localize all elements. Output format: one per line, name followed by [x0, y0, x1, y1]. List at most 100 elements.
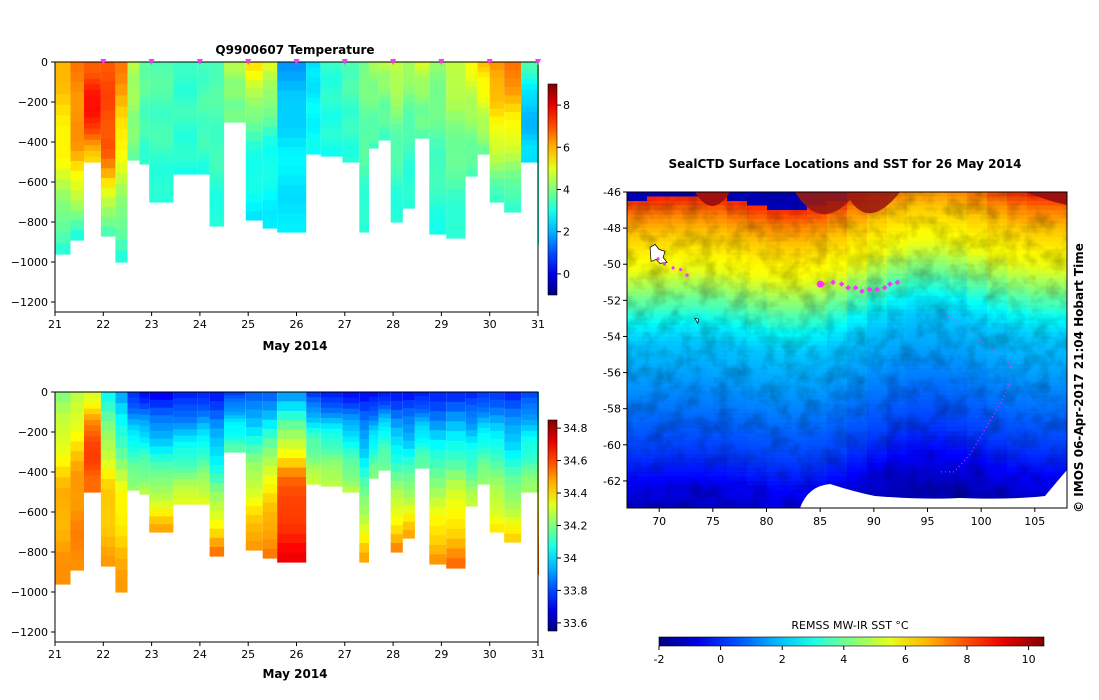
profile-cell	[446, 401, 466, 413]
profile-cell	[521, 112, 538, 119]
profile-cell	[521, 84, 538, 91]
profile-cell	[224, 418, 246, 423]
temperature-y-axis: 0 −200 −400 −600 −800 −1000 −1200	[11, 56, 55, 309]
profile-cell	[100, 450, 116, 461]
profile-cell	[504, 508, 522, 518]
profile-cell	[368, 95, 379, 101]
profile-18	[359, 392, 369, 563]
profile-cell	[378, 122, 391, 128]
profile-cell	[84, 78, 101, 85]
antarctic-land	[800, 470, 1067, 508]
profile-cell	[100, 430, 116, 441]
profile-cell	[149, 500, 174, 510]
profile-cell	[390, 454, 403, 464]
profile-cell	[84, 106, 101, 113]
profile-cell	[368, 109, 379, 116]
profile-cell	[115, 392, 128, 404]
profile-cell	[84, 414, 101, 421]
profile-cell	[342, 117, 360, 124]
profile-cell	[173, 161, 198, 169]
profile-cell	[173, 472, 198, 480]
profile-cell	[245, 114, 263, 125]
profile-cell	[127, 121, 140, 128]
profile-cell	[465, 157, 478, 164]
profile-cell	[446, 140, 466, 151]
profile-cell	[115, 195, 128, 207]
profile-cell	[84, 67, 101, 74]
profile-cell	[465, 119, 478, 126]
profile-cell	[115, 403, 128, 415]
profile-cell	[306, 138, 321, 145]
profile-cell	[127, 397, 140, 404]
profile-cell	[342, 453, 360, 460]
profile-cell	[224, 88, 246, 93]
profile-10	[209, 392, 225, 557]
profile-cell	[359, 194, 369, 205]
imos-timestamp: © IMOS 06-Apr-2017 21:04 Hobart Time	[1072, 243, 1086, 513]
profile-cell	[197, 111, 210, 119]
islands	[649, 243, 700, 325]
profile-cell	[55, 158, 71, 170]
profile-cell	[127, 111, 140, 117]
surface-location-today	[816, 280, 824, 288]
profile-cell	[55, 179, 71, 191]
profile-cell	[262, 135, 278, 146]
west-track-point	[685, 273, 689, 277]
profile-marker	[245, 59, 252, 65]
profile-cell	[224, 68, 246, 73]
profile-cell	[115, 436, 128, 449]
profile-cell	[306, 77, 321, 83]
profile-cell	[277, 392, 307, 402]
salinity-x-label: May 2014	[262, 667, 327, 681]
profile-cell	[414, 62, 430, 67]
profile-cell	[100, 71, 116, 82]
profile-cell	[390, 400, 403, 411]
profile-cell	[277, 429, 307, 440]
heard-island	[694, 317, 700, 325]
x-tick-label: 26	[290, 318, 304, 331]
profile-cell	[306, 463, 321, 470]
profile-cell	[84, 475, 101, 482]
profile-cell	[100, 508, 116, 519]
profile-cell	[173, 155, 198, 163]
profile-cell	[197, 105, 210, 113]
profile-cell	[149, 392, 174, 401]
profile-cell	[100, 178, 116, 189]
lat-tick-label: -50	[603, 258, 621, 271]
profile-cell	[477, 108, 490, 114]
profile-cell	[359, 156, 369, 167]
profile-cell	[342, 100, 360, 108]
profile-cell	[320, 412, 343, 419]
profile-cell	[224, 438, 246, 443]
profile-cell	[224, 448, 246, 453]
profile-cell	[390, 159, 403, 170]
profile-cell	[245, 123, 263, 133]
profile-cell	[489, 407, 505, 416]
profile-cell	[224, 445, 246, 450]
profile-cell	[477, 453, 490, 459]
profile-cell	[245, 158, 263, 168]
profile-cell	[277, 71, 307, 82]
profile-cell	[277, 505, 307, 516]
profile-cell	[477, 118, 490, 124]
profile-cell	[446, 421, 466, 432]
sst-colorbar-tick-label: 6	[902, 653, 909, 666]
profile-cell	[262, 493, 278, 504]
profile-7	[149, 392, 174, 533]
profile-cell	[521, 117, 538, 124]
profile-cell	[115, 139, 128, 152]
profile-cell	[224, 395, 246, 400]
profile-cell	[320, 93, 343, 100]
profile-cell	[477, 87, 490, 94]
profile-cell	[197, 479, 210, 486]
profile-27	[477, 62, 490, 155]
profile-cell	[359, 486, 369, 497]
profile-cell	[359, 401, 369, 412]
profile-cell	[402, 456, 415, 466]
profile-cell	[402, 513, 415, 523]
profile-cell	[209, 207, 225, 218]
profile-cell	[342, 89, 360, 96]
profile-cell	[489, 77, 505, 86]
profile-cell	[70, 91, 84, 103]
profile-cell	[277, 118, 307, 129]
